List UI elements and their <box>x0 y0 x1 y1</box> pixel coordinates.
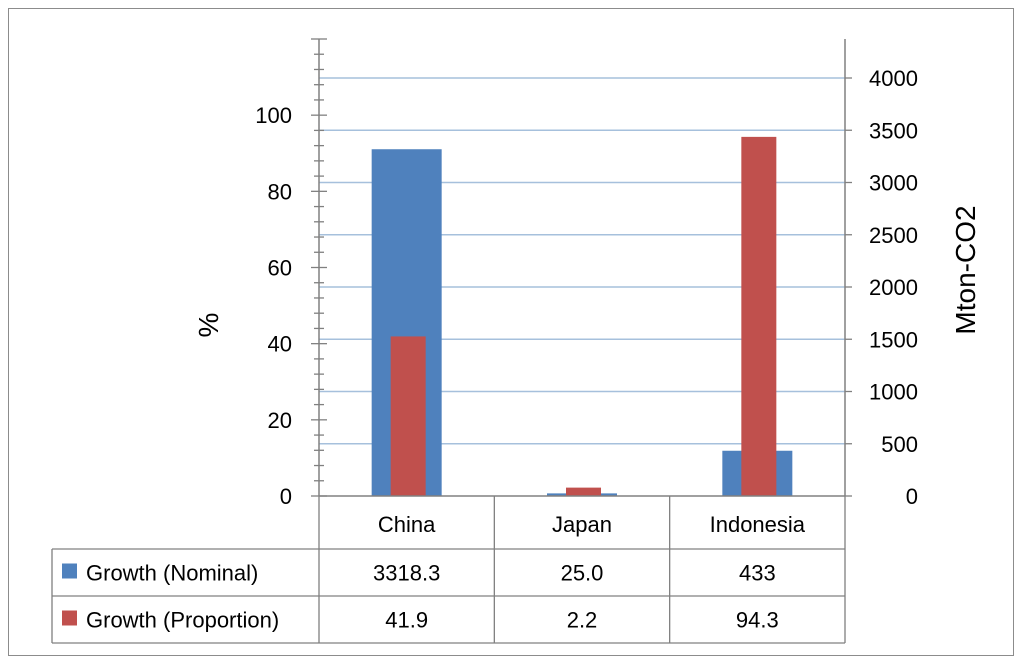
table-cell-value: 433 <box>739 561 776 586</box>
bar-proportion-indonesia <box>741 136 777 497</box>
y-right-tick-label: 0 <box>906 484 918 509</box>
category-label: Japan <box>552 512 612 537</box>
y-right-tick-label: 3000 <box>869 171 918 196</box>
legend-label-proportion: Growth (Proportion) <box>86 608 279 633</box>
chart-frame <box>8 8 1014 656</box>
axes: 0204060801000500100015002000250030003500… <box>255 38 918 509</box>
y-right-tick-label: 1500 <box>869 327 918 352</box>
y-left-tick-label: 40 <box>268 332 292 357</box>
table-cell-value: 3318.3 <box>373 561 440 586</box>
data-table: China Japan Indonesia Growth (Nominal) 3318.… <box>51 496 846 644</box>
y-right-tick-label: 500 <box>881 432 918 457</box>
legend-label-nominal: Growth (Nominal) <box>86 561 258 586</box>
y-left-tick-label: 0 <box>280 484 292 509</box>
y-right-tick-label: 1000 <box>869 380 918 405</box>
bars <box>371 136 793 497</box>
legend-swatch-proportion <box>62 610 77 626</box>
y-right-axis-title: Mton-CO2 <box>950 205 981 334</box>
y-right-tick-label: 4000 <box>869 66 918 91</box>
y-left-tick-label: 20 <box>268 408 292 433</box>
bar-proportion-japan <box>566 487 601 496</box>
table-cell-value: 2.2 <box>567 608 598 633</box>
y-left-tick-label: 60 <box>268 256 292 281</box>
y-right-tick-label: 2000 <box>869 275 918 300</box>
table-cell-value: 25.0 <box>561 561 604 586</box>
legend-swatch-nominal <box>62 563 77 579</box>
y-left-tick-label: 100 <box>255 103 292 128</box>
table-cell-value: 94.3 <box>736 608 779 633</box>
y-left-axis-title: % <box>193 313 224 338</box>
y-left-tick-label: 80 <box>268 179 292 204</box>
category-label: China <box>378 512 436 537</box>
y-right-tick-label: 3500 <box>869 118 918 143</box>
y-right-tick-label: 2500 <box>869 223 918 248</box>
bar-proportion-china <box>390 336 426 496</box>
category-label: Indonesia <box>710 512 806 537</box>
table-cell-value: 41.9 <box>385 608 428 633</box>
